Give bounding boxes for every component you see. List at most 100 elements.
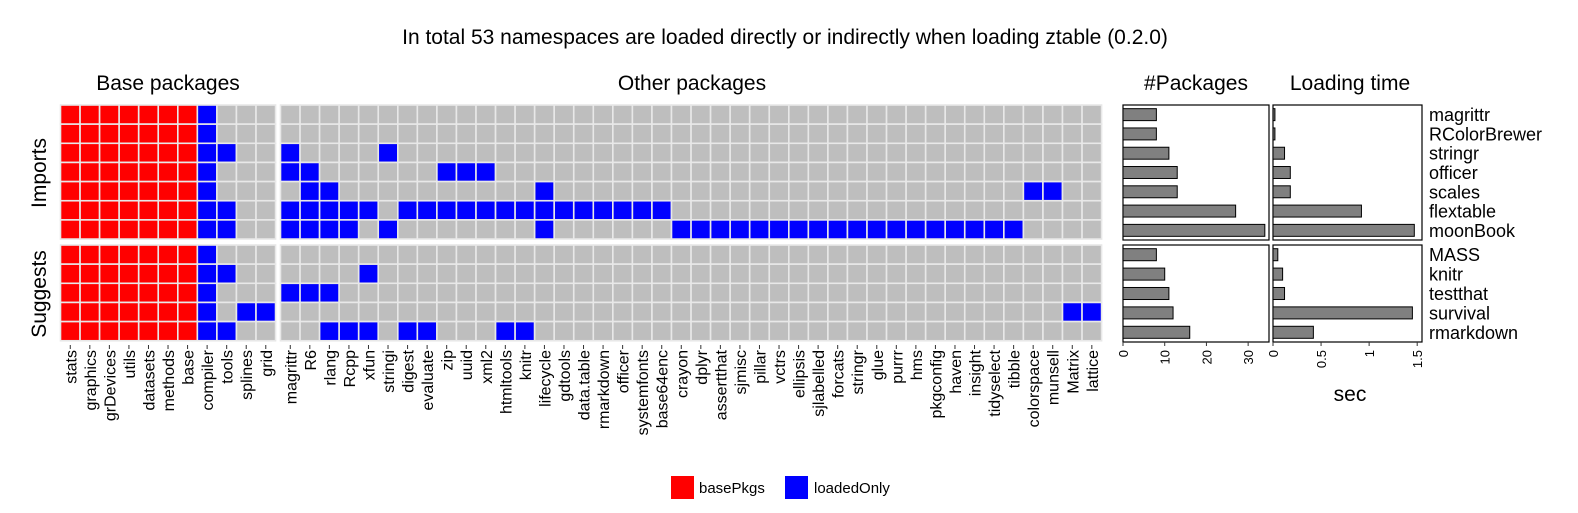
count-bar-survival [1122, 306, 1174, 320]
heatmap-cell-rmarkdown-utils [118, 320, 140, 342]
heatmap-cell-knitr-sjmisc [729, 263, 751, 285]
heatmap-cell-magrittr-hms [905, 104, 927, 125]
heatmap-cell-mass-sjmisc [729, 244, 751, 265]
heatmap-cell-magrittr-pkgconfig [924, 104, 947, 125]
heatmap-cell-moonbook-stringr [846, 219, 868, 240]
bar-panels: 0 10 20 30magrittrRColorBrewerstringroffice… [1116, 104, 1542, 368]
heatmap-cell-moonbook-rcpp [338, 219, 360, 240]
heatmap-cell-knitr-tidyselect [983, 263, 1005, 285]
heatmap-cell-stringr-haven [944, 142, 966, 164]
heatmap-cell-mass-purrr [885, 244, 907, 265]
heatmap-cell-officer-pkgconfig [924, 161, 947, 183]
heatmap-cell-flextable-graphics [79, 199, 101, 221]
heatmap-cell-testthat-graphics [79, 282, 101, 304]
heatmap-cell-magrittr-knitr [514, 104, 536, 125]
heatmap-cell-officer-sjlabelled [807, 161, 829, 183]
heatmap-cell-flextable-zip [436, 199, 458, 221]
heatmap-cell-officer-purrr [885, 161, 907, 183]
heatmap-cell-survival-lattice [1081, 301, 1103, 323]
heatmap-cell-testthat-lattice [1081, 282, 1103, 304]
heatmap-cell-stringr-purrr [885, 142, 907, 164]
heatmap-cell-stringr-utils [118, 142, 140, 164]
y-label-flextable: flextable [1429, 202, 1496, 222]
heatmap-cell-rcolorbrewer-digest [396, 123, 419, 145]
x-tick-label-compiler: compiler [200, 349, 217, 410]
heatmap-cell-magrittr-tools [216, 104, 238, 125]
x-tick-label-dplyr: dplyr [694, 349, 711, 384]
heatmap-cell-rcolorbrewer-graphics [79, 123, 101, 145]
heatmap-cell-moonbook-lattice [1081, 219, 1103, 240]
heatmap-cell-knitr-glue [866, 263, 888, 285]
count-bar-mass [1122, 248, 1157, 262]
heatmap-cell-rmarkdown-rlang [318, 320, 340, 342]
heatmap-cell-magrittr-sjlabelled [807, 104, 829, 125]
x-tick-label-munsell: munsell [1046, 350, 1063, 405]
legend-label-basepkgs: basePkgs [699, 480, 765, 497]
heatmap-cell-mass-haven [944, 244, 966, 265]
heatmap-cell-scales-xfun [357, 180, 380, 202]
legend-label-loadedonly: loadedOnly [814, 480, 890, 497]
heatmap-cell-survival-sjmisc [729, 301, 751, 323]
heatmap-cell-flextable-forcats [827, 199, 849, 221]
heatmap-cell-rmarkdown-zip [436, 320, 458, 342]
heatmap-cell-knitr-rcpp [338, 263, 360, 285]
heatmap-cell-stringr-rlang [318, 142, 340, 164]
suggests-strip-label: Suggests [28, 250, 51, 338]
heatmap-cell-testthat-datasets [137, 282, 160, 304]
heatmap-cell-stringr-assertthat [709, 142, 731, 164]
x-tick-label-assertthat: assertthat [713, 349, 730, 420]
x-tick-label-officer: officer [616, 349, 633, 393]
heatmap-cell-testthat-ellipsis [787, 282, 810, 304]
heatmap-cell-mass-r6 [299, 244, 321, 265]
heatmap-cell-moonbook-assertthat [709, 219, 731, 240]
heatmap-cell-stringr-gdtools [553, 142, 575, 164]
heatmap-cell-flextable-r6 [299, 199, 321, 221]
heatmap-panels: stats graphics grDevices utils datasets metho… [59, 104, 1103, 435]
heatmap-cell-rcolorbrewer-zip [436, 123, 458, 145]
x-tick-label-xml2: xml2 [479, 350, 496, 384]
count-bar-flextable [1122, 204, 1237, 218]
heatmap-cell-knitr-purrr [885, 263, 907, 285]
heatmap-cell-officer-r6 [299, 161, 321, 183]
heatmap-cell-knitr-utils [118, 263, 140, 285]
heatmap-cell-moonbook-lifecycle [533, 219, 556, 240]
heatmap-cell-stringr-insight [963, 142, 986, 164]
x-tick-label-xfun: xfun [361, 350, 378, 380]
heatmap-cell-rmarkdown-splines [235, 320, 257, 342]
heatmap-cell-mass-data-table [572, 244, 595, 265]
heatmap-cell-knitr-grdevices [98, 263, 120, 285]
heatmap-cell-flextable-stringi [377, 199, 399, 221]
heatmap-cell-survival-sjlabelled [807, 301, 829, 323]
heatmap-cell-magrittr-grdevices [98, 104, 120, 125]
heatmap-cell-mass-uuid [455, 244, 477, 265]
heatmap-cell-stringr-lifecycle [533, 142, 556, 164]
y-label-testthat: testthat [1429, 284, 1488, 304]
heatmap-cell-testthat-lifecycle [533, 282, 556, 304]
x-tick-label-rcpp: Rcpp [342, 350, 359, 387]
heatmap-cell-mass-lifecycle [533, 244, 556, 265]
heatmap-cell-scales-rcpp [338, 180, 360, 202]
x-tick-label-purrr: purrr [889, 349, 906, 383]
heatmap-cell-rmarkdown-insight [963, 320, 986, 342]
time-bar-testthat [1272, 286, 1286, 301]
heatmap-cell-flextable-compiler [196, 199, 218, 221]
heatmap-cell-magrittr-ellipsis [787, 104, 810, 125]
heatmap-cell-testthat-vctrs [768, 282, 790, 304]
heatmap-cell-officer-base64enc [651, 161, 673, 183]
heatmap-cell-stringr-htmltools [494, 142, 516, 164]
x-tick-label-systemfonts: systemfonts [635, 350, 652, 435]
heatmap-cell-scales-digest [396, 180, 419, 202]
heatmap-cell-stringr-sjmisc [729, 142, 751, 164]
x-tick-label-matrix: Matrix [1065, 350, 1082, 394]
heatmap-cell-knitr-knitr [514, 263, 536, 285]
heatmap-cell-mass-ellipsis [787, 244, 810, 265]
heatmap-cell-flextable-uuid [455, 199, 477, 221]
heatmap-cell-knitr-tools [216, 263, 238, 285]
heatmap-cell-testthat-gdtools [553, 282, 575, 304]
heatmap-cell-flextable-stringr [846, 199, 868, 221]
x-tick-label-base: base [181, 350, 198, 385]
heatmap-cell-flextable-matrix [1061, 199, 1083, 221]
heatmap-cell-rmarkdown-graphics [79, 320, 101, 342]
heatmap-cell-mass-tidyselect [983, 244, 1005, 265]
heatmap-cell-flextable-haven [944, 199, 966, 221]
